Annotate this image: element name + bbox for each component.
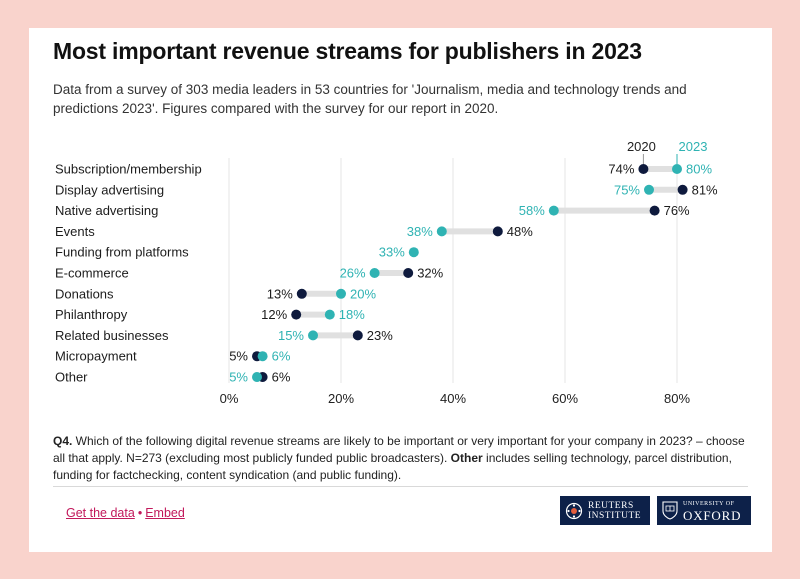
point-2020 <box>649 205 660 216</box>
oxford-university-logo[interactable]: UNIVERSITY OF OXFORD <box>657 496 751 525</box>
series-header-2020: 2020 <box>627 139 656 154</box>
category-label: Native advertising <box>55 203 158 218</box>
point-2023 <box>548 205 559 216</box>
data-label-2020: 81% <box>692 182 718 197</box>
category-label: Philanthropy <box>55 307 128 322</box>
link-separator: • <box>137 506 143 520</box>
point-2020 <box>296 288 307 299</box>
point-2023 <box>408 247 419 258</box>
oxford-crest-icon <box>662 501 678 520</box>
category-label: Micropayment <box>55 349 137 364</box>
note-bold: Other <box>450 451 483 465</box>
data-label-2020: 5% <box>229 349 248 364</box>
category-label: Related businesses <box>55 328 169 343</box>
data-label-2020: 74% <box>608 162 634 177</box>
point-2023 <box>369 268 380 278</box>
note-text-2: includes selling technology, parcel dist… <box>53 451 732 482</box>
x-tick-label: 40% <box>440 391 466 406</box>
data-label-2023: 26% <box>340 266 366 281</box>
point-2020 <box>352 330 363 341</box>
x-tick-label: 80% <box>664 391 690 406</box>
note-lead: Q4. <box>53 434 73 448</box>
point-2020 <box>492 226 503 237</box>
data-label-2020: 12% <box>261 307 287 322</box>
embed-link[interactable]: Embed <box>145 506 185 520</box>
point-2023 <box>672 164 682 174</box>
point-2023 <box>336 288 346 299</box>
data-label-2020: 23% <box>367 328 393 343</box>
dot-chart: 0% 20% 40% 60% 80% 2020 2023 Subscription/membe… <box>55 139 718 406</box>
oxford-logo-line-2: OXFORD <box>683 508 742 523</box>
category-label: Donations <box>55 286 114 301</box>
series-header-2023: 2023 <box>679 139 708 154</box>
point-2023 <box>644 184 654 195</box>
category-label: Funding from platforms <box>55 245 189 260</box>
reuters-emblem-icon <box>565 502 583 520</box>
data-label-2020: 48% <box>507 224 533 239</box>
point-2023 <box>308 330 318 341</box>
x-tick-label: 60% <box>552 391 578 406</box>
category-label: Subscription/membership <box>55 162 202 177</box>
question-note: Q4. Which of the following digital reven… <box>53 433 753 484</box>
note-text-1: Which of the following digital revenue s… <box>53 434 745 465</box>
data-label-2023: 5% <box>229 370 248 385</box>
chart-title: Most important revenue streams for publi… <box>53 38 642 64</box>
data-label-2023: 75% <box>614 182 640 197</box>
footer-links: Get the data • Embed <box>66 506 185 520</box>
x-tick-label: 20% <box>328 391 354 406</box>
data-label-2020: 13% <box>267 286 293 301</box>
reuters-logo-line-1: REUTERS <box>588 500 634 511</box>
point-2020 <box>677 184 688 195</box>
data-label-2023: 18% <box>339 307 365 322</box>
point-2023 <box>257 351 268 362</box>
point-2023 <box>324 309 335 320</box>
x-tick-label: 0% <box>220 391 239 406</box>
get-data-link[interactable]: Get the data <box>66 506 135 520</box>
oxford-logo-line-1: UNIVERSITY OF <box>683 501 735 507</box>
data-label-2020: 76% <box>664 203 690 218</box>
category-label: Display advertising <box>55 182 164 197</box>
point-2020 <box>638 164 649 174</box>
data-label-2023: 15% <box>278 328 304 343</box>
reuters-institute-logo[interactable]: REUTERS INSTITUTE <box>560 496 650 525</box>
category-label: E-commerce <box>55 266 129 281</box>
data-label-2023: 38% <box>407 224 433 239</box>
chart-subtitle: Data from a survey of 303 media leaders … <box>53 82 687 116</box>
category-label: Other <box>55 370 88 385</box>
data-label-2023: 20% <box>350 286 376 301</box>
point-2020 <box>403 268 414 278</box>
data-label-2020: 32% <box>417 266 443 281</box>
point-2020 <box>291 309 302 320</box>
point-2023 <box>436 226 447 237</box>
data-label-2020: 6% <box>272 370 291 385</box>
data-label-2023: 80% <box>686 162 712 177</box>
footer-divider <box>53 486 748 487</box>
data-label-2023: 58% <box>519 203 545 218</box>
point-2023 <box>252 372 262 382</box>
data-label-2023: 33% <box>379 245 405 260</box>
data-label-2023: 6% <box>272 349 291 364</box>
category-label: Events <box>55 224 95 239</box>
chart-card: Most important revenue streams for publi… <box>29 28 772 552</box>
reuters-logo-line-2: INSTITUTE <box>588 510 642 521</box>
